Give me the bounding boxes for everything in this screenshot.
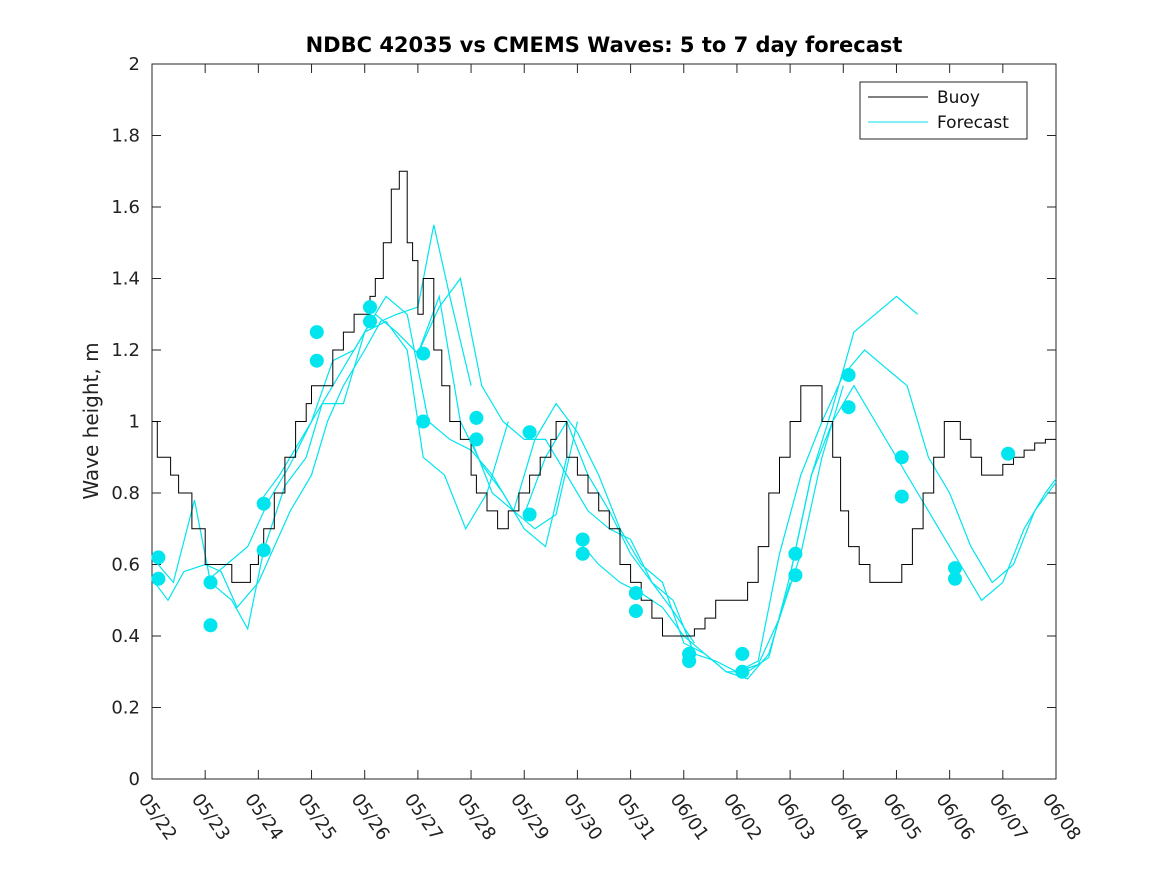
y-tick-label: 0 [129,769,140,790]
forecast-marker [522,507,537,522]
forecast-marker [948,571,962,586]
forecast-marker [203,618,218,633]
y-axis-label: Wave height, m [79,342,103,499]
forecast-marker [363,300,377,315]
forecast-marker [788,568,803,583]
forecast-run-line [257,295,578,530]
forecast-marker [309,353,324,368]
forecast-run-line [417,277,695,644]
forecast-marker [469,432,484,447]
forecast-run-line [736,349,1057,673]
y-tick-label: 1 [129,412,140,433]
y-tick-label: 1.4 [111,269,140,290]
y-tick-label: 0.2 [111,698,140,719]
forecast-marker [735,646,750,661]
chart-title: NDBC 42035 vs CMEMS Waves: 5 to 7 day fo… [306,33,903,57]
forecast-marker [788,546,803,561]
legend-box [859,81,1028,140]
forecast-marker [628,604,643,618]
forecast-marker [948,561,962,576]
y-axis: 0 0.2 0.4 0.6 0.8 1 1.2 1.4 1.6 1.8 2 [111,54,1056,790]
forecast-marker [363,314,377,329]
forecast-run-line [523,385,844,673]
forecast-marker [522,425,537,440]
legend-label-forecast: Forecast [937,113,1009,133]
forecast-marker [309,325,324,340]
y-tick-label: 2 [129,54,140,75]
forecast-marker [416,346,431,361]
forecast-marker [841,400,856,415]
forecast-run-line [789,384,1057,602]
buoy-line [152,170,1056,637]
plot-area [151,63,1057,780]
forecast-marker [628,586,643,601]
forecast-marker [894,489,909,504]
legend-label-buoy: Buoy [937,88,980,108]
y-tick-label: 1.8 [111,126,140,147]
forecast-marker [151,571,166,586]
forecast-marker [575,532,590,547]
legend: Buoy Forecast [859,81,1028,140]
y-tick-label: 0.6 [111,555,140,576]
forecast-marker [256,496,271,511]
forecast-marker [682,654,697,668]
forecast-marker [575,546,590,561]
forecast-marker [1001,446,1016,461]
y-tick-label: 0.4 [111,626,140,647]
forecast-marker [469,410,484,425]
forecast-marker [841,368,856,382]
forecast-marker [151,550,166,565]
forecast-marker [416,414,431,429]
forecast-marker [894,450,909,465]
forecast-marker [256,543,271,558]
y-tick-label: 1.6 [111,197,140,218]
series-layer [151,170,1057,680]
forecast-marker [735,664,750,679]
forecast-marker [203,575,218,590]
y-tick-label: 0.8 [111,483,140,504]
y-tick-label: 1.2 [111,340,140,361]
